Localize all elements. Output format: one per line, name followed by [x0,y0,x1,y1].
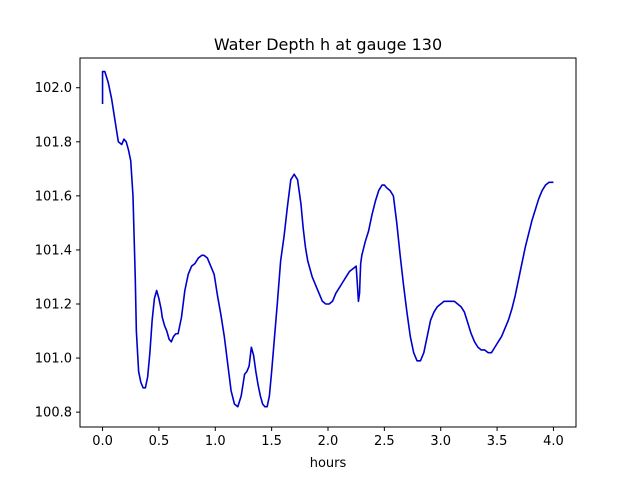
x-tick-label: 1.5 [261,434,282,449]
axes-frame [79,57,577,428]
x-tick-label: 2.0 [318,434,339,449]
x-tick-label: 0.0 [92,434,113,449]
x-axis-ticks: 0.0 0.5 1.0 1.5 2.0 2.5 3.0 3.5 4.0 [92,427,564,449]
x-axis-label: hours [310,456,347,471]
y-tick-label: 102.0 [35,81,72,96]
y-tick-label: 101.0 [35,352,72,367]
y-tick-label: 101.6 [35,189,72,204]
y-tick-label: 101.2 [35,298,72,313]
series-line-0 [101,70,554,408]
chart-title: Water Depth h at gauge 130 [214,35,442,54]
y-tick-label: 101.4 [35,243,72,258]
y-axis-ticks: 100.8 101.0 101.2 101.4 101.6 101.8 102.0 [35,81,80,421]
x-tick-label: 3.5 [487,434,508,449]
plot-area [101,70,554,408]
y-tick-label: 100.8 [35,406,72,421]
x-tick-label: 1.0 [205,434,226,449]
x-tick-label: 0.5 [149,434,170,449]
x-tick-label: 4.0 [543,434,564,449]
x-tick-label: 3.0 [430,434,451,449]
y-tick-label: 101.8 [35,135,72,150]
x-tick-label: 2.5 [374,434,395,449]
